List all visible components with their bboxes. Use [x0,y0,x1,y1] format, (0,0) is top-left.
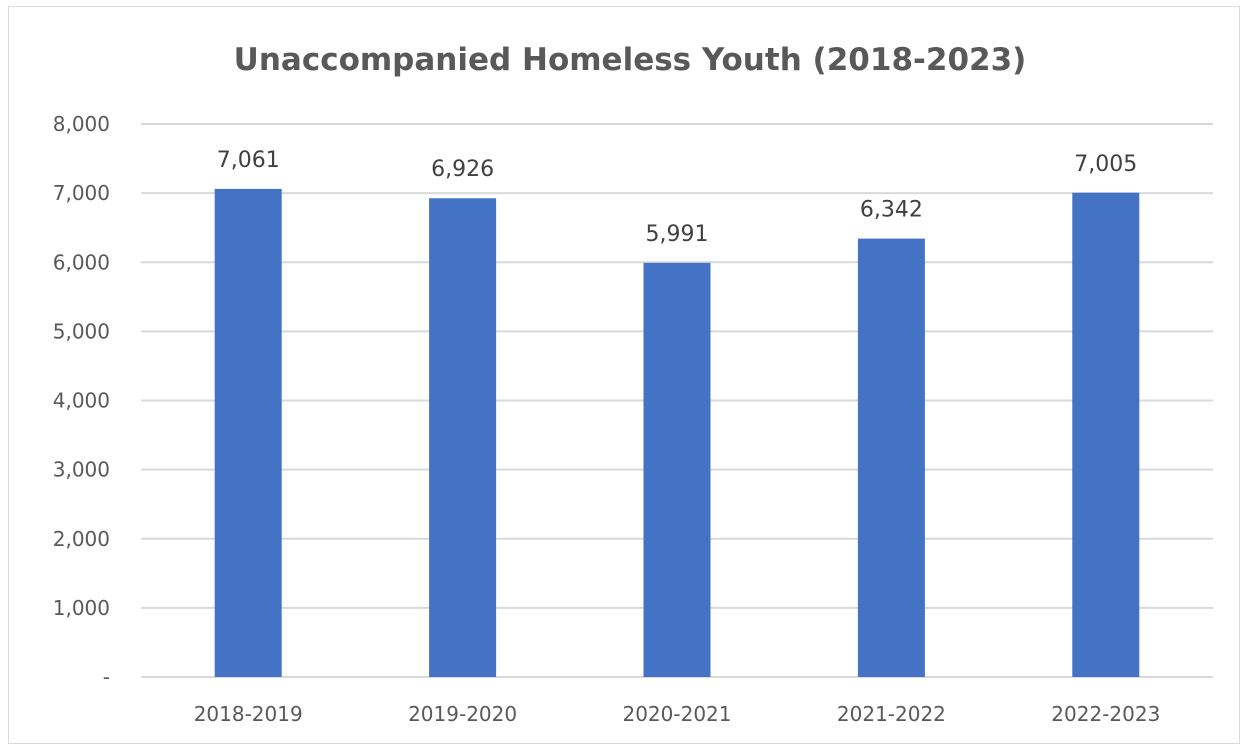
bar [214,188,282,677]
y-tick-label: - [103,665,110,689]
x-tick-label: 2020-2021 [622,702,731,726]
x-tick-label: 2021-2022 [837,702,946,726]
bars [214,188,1140,678]
bar-data-label: 6,342 [860,198,923,223]
bar [429,198,497,678]
bar-data-label: 7,005 [1074,152,1137,177]
y-tick-label: 1,000 [53,596,110,620]
bar-data-label: 7,061 [217,148,280,173]
chart-container [8,6,1240,744]
bar-data-label: 6,926 [431,157,494,182]
y-tick-label: 3,000 [53,458,110,482]
y-tick-label: 5,000 [53,319,110,343]
y-tick-label: 8,000 [53,112,110,136]
y-tick-label: 2,000 [53,527,110,551]
y-tick-label: 7,000 [53,181,110,205]
bar [857,238,925,677]
x-axis-tick-labels: 2018-2019 2019-2020 2020-2021 2021-2022 2022… [194,702,1161,726]
data-labels: 7,061 6,926 5,991 6,342 7,005 [217,148,1138,247]
bar [643,262,711,677]
bar-data-label: 5,991 [646,222,709,247]
y-tick-label: 6,000 [53,250,110,274]
y-tick-label: 4,000 [53,389,110,413]
x-tick-label: 2018-2019 [194,702,303,726]
x-tick-label: 2019-2020 [408,702,517,726]
bar [1072,192,1140,678]
y-axis-tick-labels: - 1,000 2,000 3,000 4,000 5,000 6,000 7,000 8,00… [53,112,110,689]
x-tick-label: 2022-2023 [1051,702,1160,726]
chart-title: Unaccompanied Homeless Youth (2018-2023) [234,42,1027,78]
